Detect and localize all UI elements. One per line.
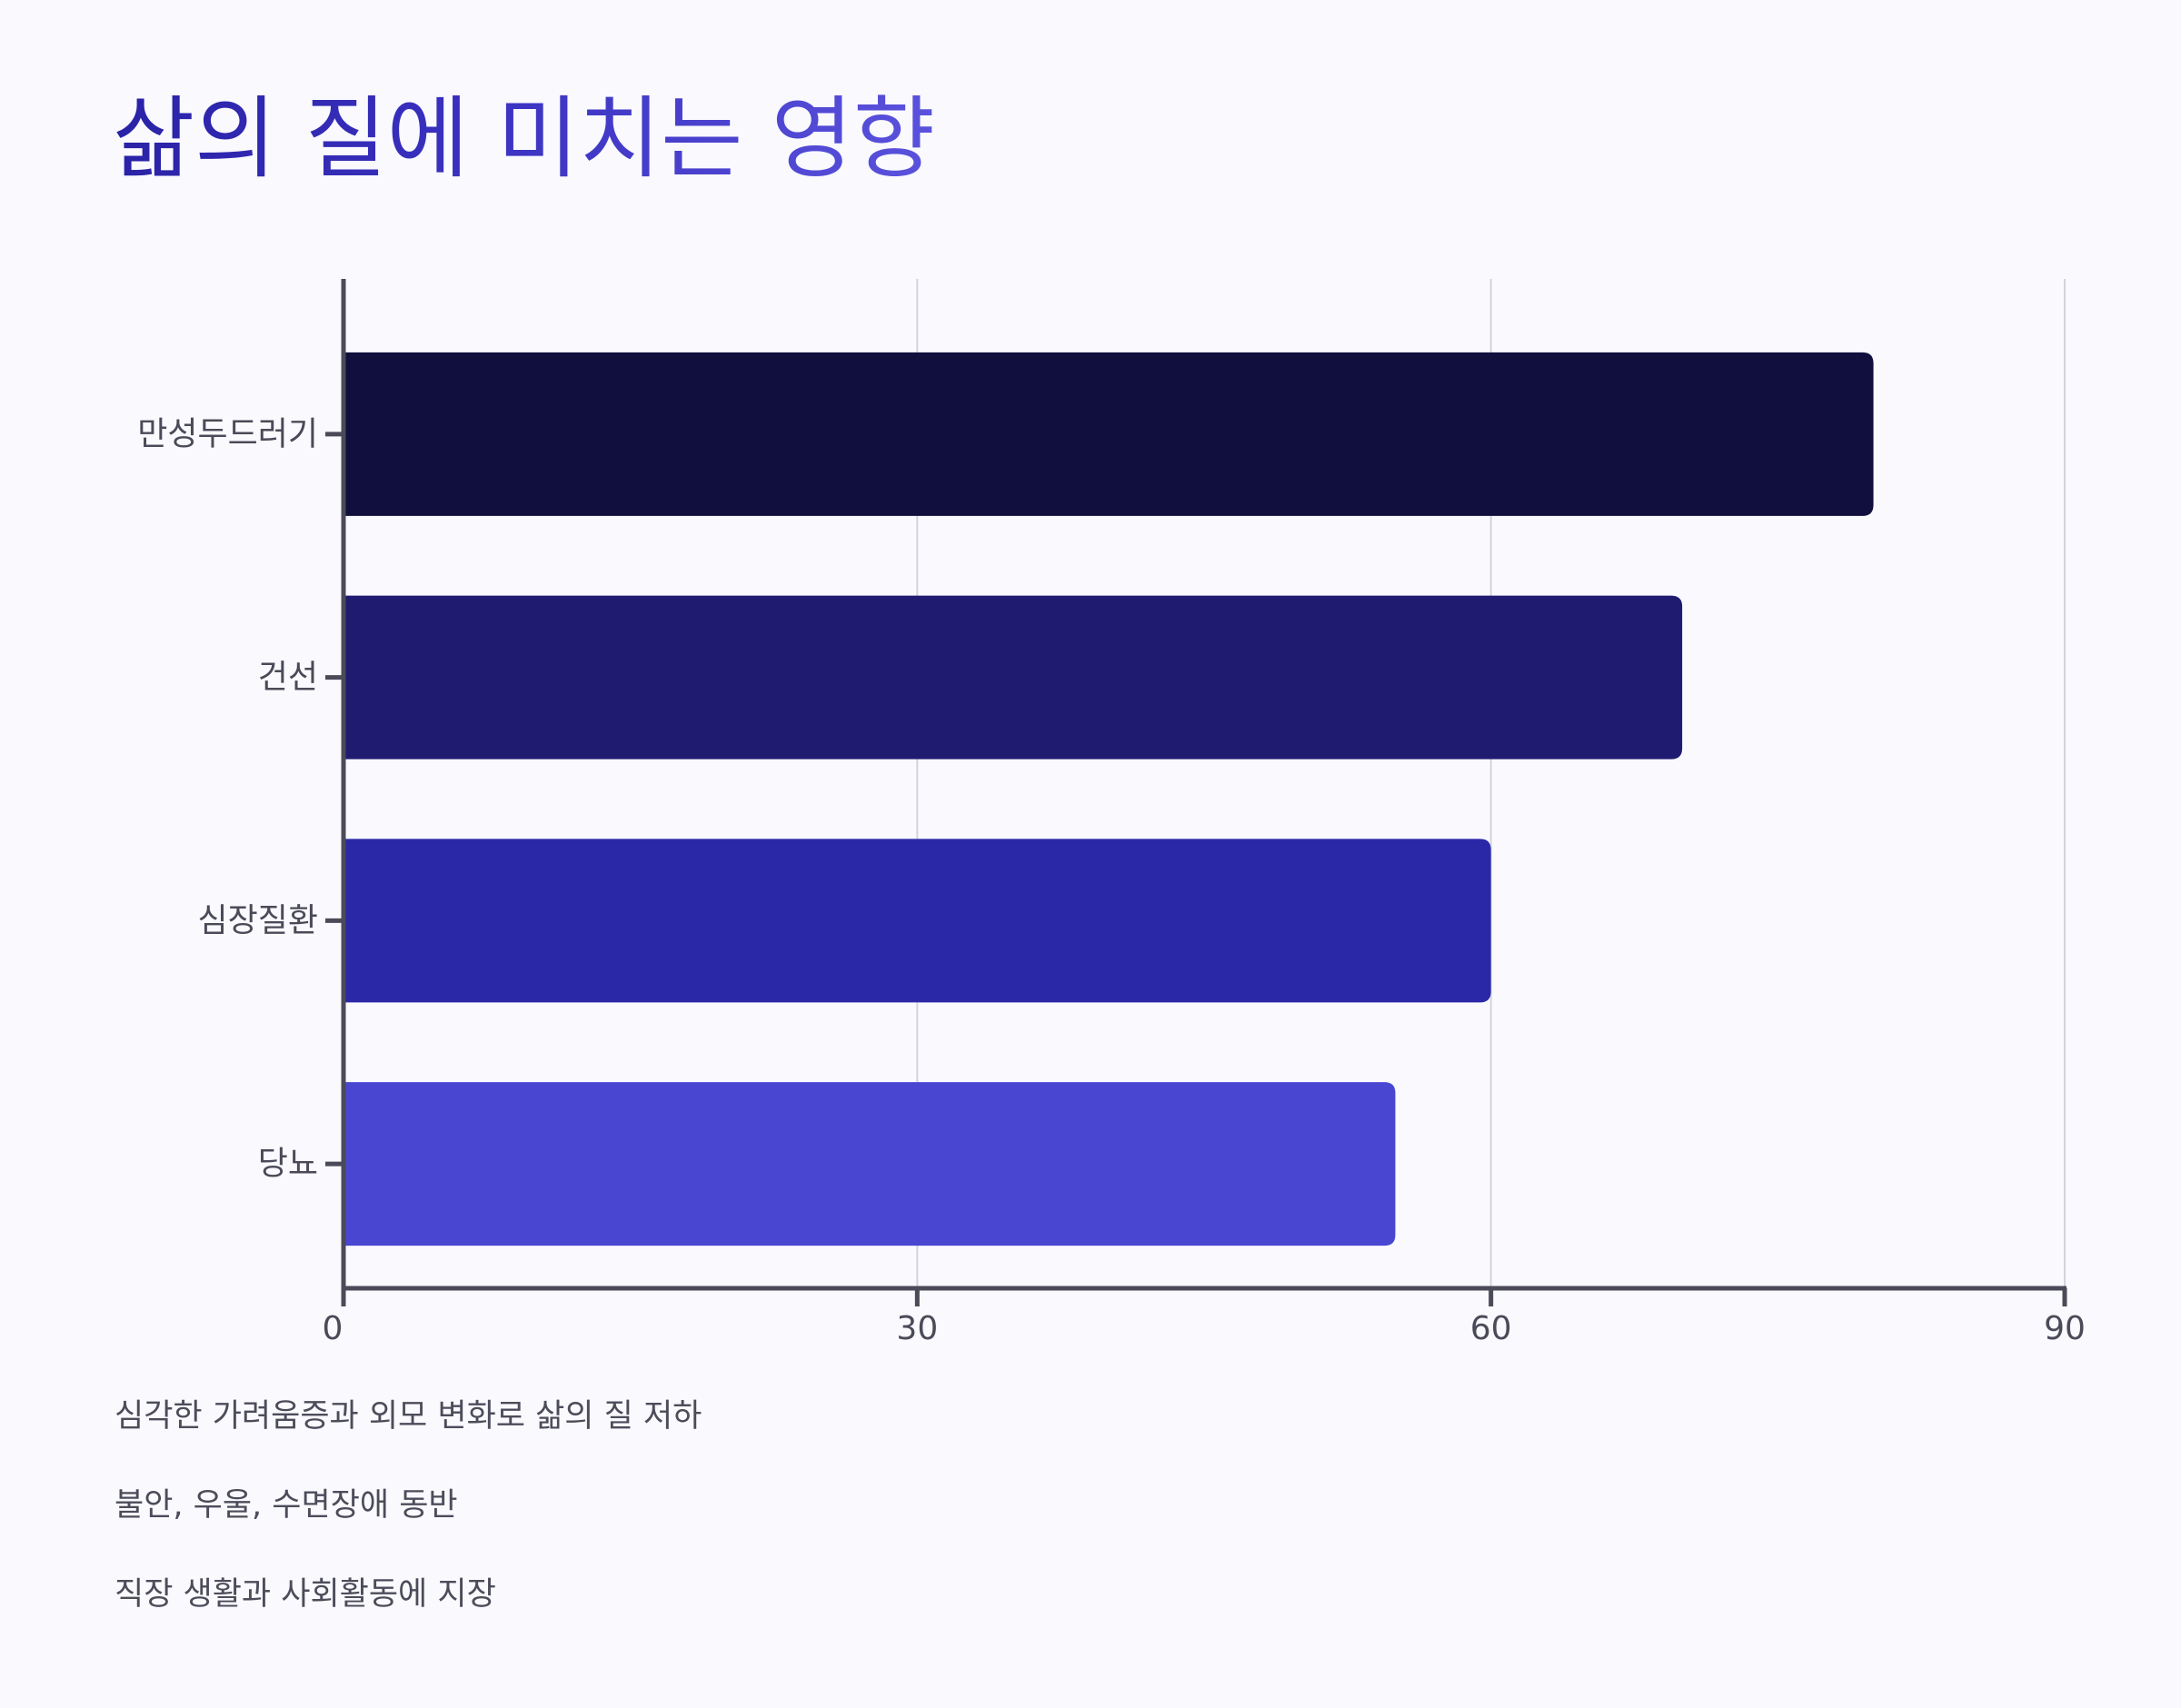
x-tick-label: 90 [2044, 1310, 2086, 1347]
bar [344, 1082, 1396, 1246]
x-tick-label: 30 [896, 1310, 938, 1347]
y-tick-label: 당뇨 [258, 1146, 318, 1183]
bar [344, 595, 1683, 760]
bar [344, 352, 1874, 516]
chart-title: 삶의 질에 미치는 영향 [113, 80, 935, 198]
y-tick-label: 건선 [258, 659, 318, 696]
note-item: 불안, 우울, 수면장애 동반 [115, 1487, 458, 1524]
note-item: 심각한 가려움증과 외모 변화로 삶의 질 저하 [115, 1398, 702, 1435]
y-tick-label: 만성두드러기 [137, 415, 318, 452]
note-item: 직장 생활과 사회활동에 지장 [115, 1576, 496, 1613]
y-tick-label: 심장질환 [198, 902, 318, 939]
x-tick-label: 0 [323, 1310, 344, 1347]
bar [344, 839, 1491, 1003]
x-tick-label: 60 [1470, 1310, 1512, 1347]
